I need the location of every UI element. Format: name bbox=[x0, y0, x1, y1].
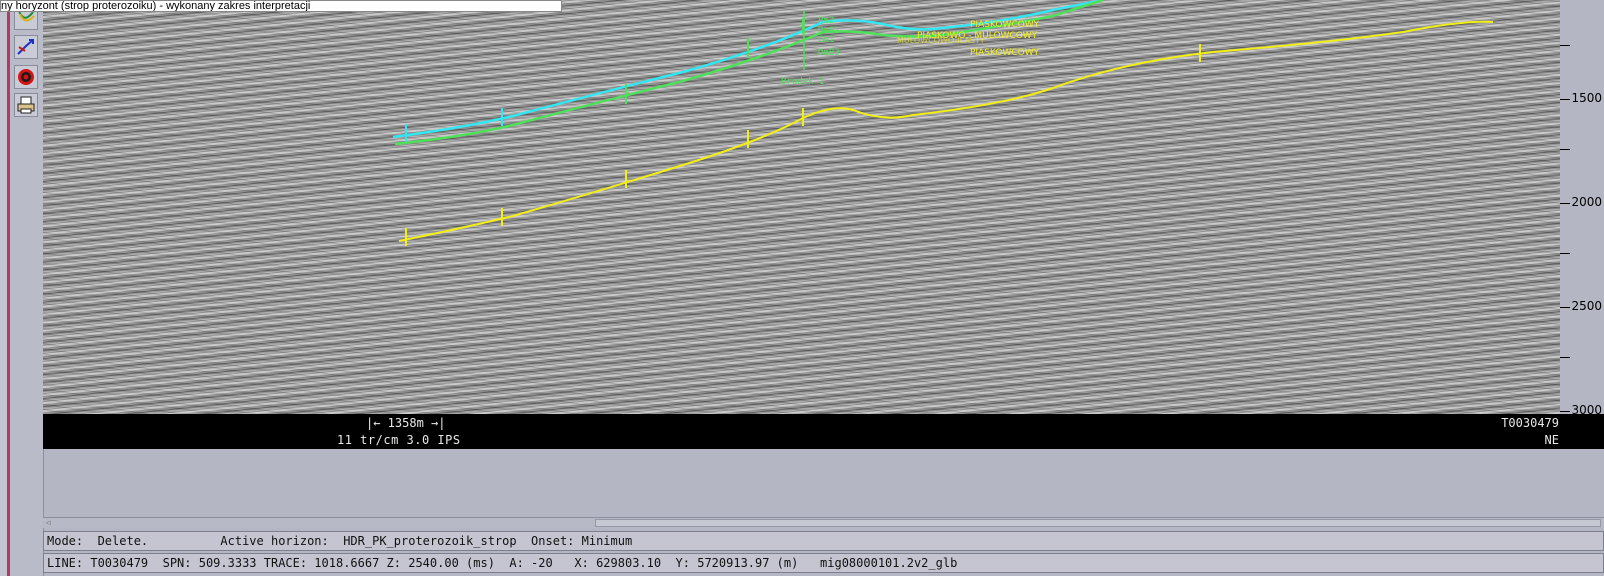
z-label-1500: 1500 bbox=[1571, 91, 1602, 105]
z-tick bbox=[1560, 357, 1570, 358]
autotrack-icon bbox=[17, 39, 34, 55]
z-label-2500: 2500 bbox=[1571, 299, 1602, 313]
litho-label-4: PIASKOWCOWY bbox=[970, 48, 1040, 58]
scrollbar-thumb[interactable] bbox=[595, 519, 1601, 527]
z-tick bbox=[1560, 45, 1570, 46]
well-label-pm2: Pm2 bbox=[818, 16, 834, 26]
well-label-cm1: Cm1 bbox=[818, 35, 834, 45]
tool-palette bbox=[10, 0, 44, 576]
litho-label-2: PIASKOWO - MULOWCOWY bbox=[917, 31, 1038, 41]
target-tool[interactable] bbox=[14, 65, 38, 89]
horizon-cyan bbox=[392, 0, 1104, 139]
scale-bar: |← 1358m →| bbox=[366, 416, 446, 430]
horizon-yellow bbox=[398, 20, 1494, 242]
horizontal-scrollbar[interactable]: ◁ bbox=[43, 517, 1604, 528]
cursor-info-line: LINE: T0030479 SPN: 509.3333 TRACE: 1018… bbox=[43, 553, 1604, 573]
horizon-title-tooltip: ny horyzont (strop proterozoiku) - wykon… bbox=[0, 0, 562, 12]
window-left-edge bbox=[0, 0, 10, 576]
seismic-section[interactable]: Pm2 DmS1 Cm1 DmB3 Brodek 1 PIASKOWCOWY M… bbox=[43, 0, 1560, 414]
horizon-green bbox=[394, 0, 1104, 146]
seismic-section-view[interactable]: Pm2 DmS1 Cm1 DmB3 Brodek 1 PIASKOWCOWY M… bbox=[43, 0, 1560, 414]
z-label-3000: 3000 bbox=[1571, 403, 1602, 417]
z-label-2000: 2000 bbox=[1571, 195, 1602, 209]
print-icon bbox=[17, 96, 35, 114]
trace-density: 11 tr/cm 3.0 IPS bbox=[337, 433, 461, 447]
litho-label-1: PIASKOWCOWY bbox=[970, 20, 1040, 30]
z-tick bbox=[1560, 99, 1570, 100]
autotrack-tool[interactable] bbox=[14, 35, 38, 59]
line-direction: NE bbox=[1544, 433, 1559, 447]
pick-horizon-icon bbox=[18, 10, 35, 22]
print-tool[interactable] bbox=[14, 93, 38, 117]
well-label-dmb3: DmB3 bbox=[818, 48, 840, 58]
z-tick bbox=[1560, 307, 1570, 308]
z-tick bbox=[1560, 203, 1570, 204]
target-icon bbox=[18, 69, 34, 85]
z-tick bbox=[1560, 411, 1570, 412]
scroll-left-arrow-icon[interactable]: ◁ bbox=[45, 518, 51, 527]
time-scale: 1500 2000 2500 3000 bbox=[1560, 0, 1604, 417]
well-name: Brodek 1 bbox=[781, 77, 824, 87]
well-label-dms1: DmS1 bbox=[818, 26, 840, 36]
litho-label-3: MULOWCOWO-ILASTY bbox=[897, 36, 985, 45]
mode-status-line: Mode: Delete. Active horizon: HDR_PK_pro… bbox=[43, 531, 1604, 551]
z-tick bbox=[1560, 149, 1570, 150]
line-name: T0030479 bbox=[1501, 416, 1559, 430]
section-info-bar: |← 1358m →| 11 tr/cm 3.0 IPS T0030479 NE bbox=[43, 414, 1604, 449]
z-tick bbox=[1560, 253, 1570, 254]
well-brodek-1: Pm2 DmS1 Cm1 DmB3 Brodek 1 PIASKOWCOWY M… bbox=[781, 10, 1040, 87]
